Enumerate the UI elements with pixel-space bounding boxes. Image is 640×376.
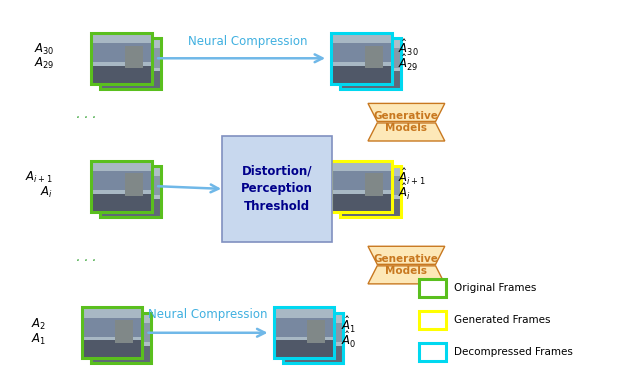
- Bar: [374, 51, 392, 74]
- Bar: [419, 279, 446, 297]
- Bar: [283, 313, 344, 363]
- Bar: [92, 66, 152, 84]
- Text: Decompressed Frames: Decompressed Frames: [454, 347, 573, 356]
- Bar: [91, 346, 152, 363]
- Bar: [340, 38, 401, 89]
- Text: Original Frames: Original Frames: [454, 283, 536, 293]
- Bar: [100, 71, 161, 89]
- Bar: [92, 171, 152, 190]
- Bar: [115, 320, 133, 343]
- Bar: [100, 166, 161, 217]
- Bar: [92, 33, 152, 84]
- Bar: [332, 66, 392, 84]
- Text: $\hat{A}_i$: $\hat{A}_i$: [398, 182, 412, 202]
- Bar: [125, 173, 143, 196]
- Bar: [274, 340, 334, 358]
- Bar: [340, 166, 401, 217]
- Bar: [92, 161, 152, 211]
- Bar: [340, 38, 401, 89]
- Bar: [374, 179, 392, 202]
- Bar: [92, 161, 152, 211]
- Bar: [340, 49, 401, 68]
- Bar: [100, 166, 161, 217]
- Bar: [125, 45, 143, 68]
- Text: $\hat{A}_{i+1}$: $\hat{A}_{i+1}$: [398, 167, 426, 187]
- Bar: [100, 199, 161, 217]
- Bar: [283, 346, 344, 363]
- Text: Generated Frames: Generated Frames: [454, 315, 550, 324]
- Bar: [82, 308, 142, 358]
- Bar: [332, 194, 392, 211]
- Bar: [100, 38, 161, 89]
- Polygon shape: [368, 246, 445, 264]
- Text: Distortion/
Perception
Threshold: Distortion/ Perception Threshold: [241, 164, 313, 214]
- Bar: [419, 343, 446, 361]
- Polygon shape: [368, 266, 445, 284]
- Text: . . .: . . .: [76, 251, 97, 264]
- Text: $A_{i+1}$: $A_{i+1}$: [25, 170, 52, 185]
- Bar: [82, 308, 142, 358]
- Text: $A_2$: $A_2$: [31, 317, 46, 332]
- Bar: [274, 308, 334, 358]
- Text: Generative
Models: Generative Models: [374, 111, 439, 133]
- Bar: [82, 340, 142, 358]
- Text: Neural Compression: Neural Compression: [148, 308, 268, 321]
- Bar: [92, 33, 152, 84]
- Bar: [332, 33, 392, 84]
- Text: $A_{29}$: $A_{29}$: [34, 56, 54, 71]
- Bar: [283, 323, 344, 342]
- Bar: [91, 323, 152, 342]
- Bar: [332, 33, 392, 84]
- Text: $\hat{A}_1$: $\hat{A}_1$: [340, 315, 356, 335]
- Bar: [82, 317, 142, 337]
- Bar: [274, 317, 334, 337]
- Bar: [332, 171, 392, 190]
- Bar: [100, 176, 161, 196]
- Bar: [340, 176, 401, 196]
- Bar: [100, 38, 161, 89]
- Bar: [274, 308, 334, 358]
- Bar: [332, 161, 392, 211]
- Bar: [307, 320, 325, 343]
- Text: $\hat{A}_0$: $\hat{A}_0$: [340, 330, 356, 350]
- Bar: [92, 43, 152, 62]
- Text: Generative
Models: Generative Models: [374, 254, 439, 276]
- Text: $A_i$: $A_i$: [40, 185, 52, 200]
- FancyBboxPatch shape: [222, 136, 332, 242]
- Bar: [365, 173, 383, 196]
- Bar: [340, 71, 401, 89]
- Bar: [332, 43, 392, 62]
- Text: . . .: . . .: [76, 108, 97, 121]
- Bar: [340, 166, 401, 217]
- Bar: [316, 325, 334, 348]
- Bar: [100, 49, 161, 68]
- Text: $\hat{A}_{29}$: $\hat{A}_{29}$: [398, 53, 419, 73]
- Text: $A_{30}$: $A_{30}$: [34, 42, 54, 57]
- Bar: [365, 45, 383, 68]
- Bar: [91, 313, 152, 363]
- Bar: [419, 311, 446, 329]
- Bar: [92, 194, 152, 211]
- Bar: [332, 161, 392, 211]
- Text: Neural Compression: Neural Compression: [188, 35, 308, 48]
- Bar: [91, 313, 152, 363]
- Bar: [134, 51, 152, 74]
- Text: $A_1$: $A_1$: [31, 332, 46, 347]
- Bar: [134, 179, 152, 202]
- Bar: [283, 313, 344, 363]
- Bar: [124, 325, 142, 348]
- Polygon shape: [368, 103, 445, 121]
- Polygon shape: [368, 123, 445, 141]
- Text: $\hat{A}_{30}$: $\hat{A}_{30}$: [398, 38, 419, 58]
- Bar: [340, 199, 401, 217]
